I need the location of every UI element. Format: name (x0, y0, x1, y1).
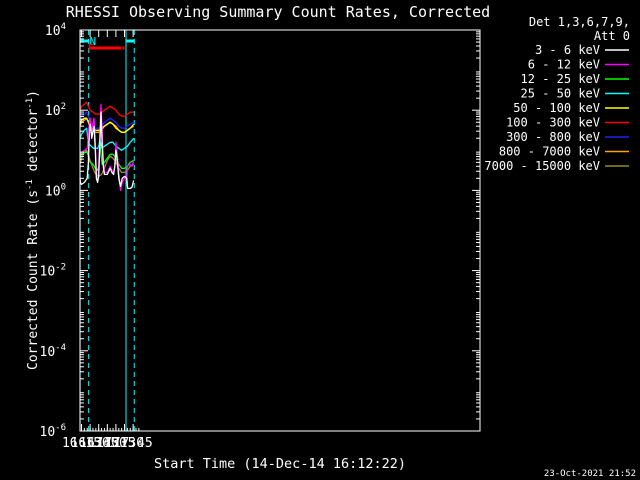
series-line-0 (79, 111, 135, 190)
y-axis-label-end: ) (26, 90, 41, 98)
legend-label-1: 6 - 12 keV (528, 58, 600, 72)
y-axis-label-sup2: -1 (25, 98, 35, 109)
y-axis-label-sup1: -1 (25, 179, 35, 190)
x-tick-label-6: 17:45 (114, 436, 153, 451)
series-lines (79, 101, 135, 192)
chart-title: RHESSI Observing Summary Count Rates, Co… (66, 3, 490, 21)
x-axis-label: Start Time (14-Dec-14 16:12:22) (154, 456, 406, 472)
x-tick-label-4: 17:15 (96, 436, 135, 451)
legend-header-line1: Det 1,3,6,7,9, (529, 15, 630, 29)
plot-frame (79, 29, 481, 432)
legend-label-6: 300 - 800 keV (506, 130, 600, 144)
y-tick-label-4: 10-4 (40, 343, 67, 360)
y-axis-label-main: Corrected Count Rate (s (26, 190, 41, 370)
legend-label-4: 50 - 100 keV (513, 101, 600, 115)
legend-label-2: 12 - 25 keV (521, 72, 600, 86)
observing-bars: NF (80, 35, 135, 55)
y-axis-label: Corrected Count Rate (s-1 detector-1) (25, 90, 41, 370)
x-tick-label-2: 16:45 (79, 436, 118, 451)
legend-label-5: 100 - 300 keV (506, 116, 600, 130)
legend-label-3: 25 - 50 keV (521, 87, 600, 101)
footer-timestamp: 23-Oct-2021 21:52 (544, 469, 636, 479)
y-tick-label-3: 10-2 (40, 263, 67, 280)
legend-label-0: 3 - 6 keV (535, 43, 600, 57)
y-tick-label-0: 104 (45, 22, 66, 39)
y-axis-ticks: 104 102 100 10-2 10-4 10-6 (40, 22, 480, 440)
legend-header-line2: Att 0 (594, 29, 630, 43)
series-line-4 (79, 117, 135, 133)
x-tick-label-3: 17:00 (88, 436, 127, 451)
x-tick-label-0: 16:15 (62, 436, 101, 451)
bar-label-N: N (90, 35, 97, 48)
y-tick-label-5: 10-6 (40, 423, 67, 440)
bar-label-F: F (87, 42, 94, 55)
series-line-5 (79, 101, 134, 117)
y-tick-label-2: 100 (45, 182, 66, 199)
legend-label-8: 7000 - 15000 keV (484, 159, 600, 173)
series-line-6 (79, 111, 135, 129)
legend-label-7: 800 - 7000 keV (499, 145, 600, 159)
y-axis-label-mid: detector (26, 109, 41, 180)
y-tick-label-1: 102 (45, 102, 66, 119)
x-tick-label-1: 16:30 (71, 436, 110, 451)
x-tick-label-5: 17:30 (105, 436, 144, 451)
